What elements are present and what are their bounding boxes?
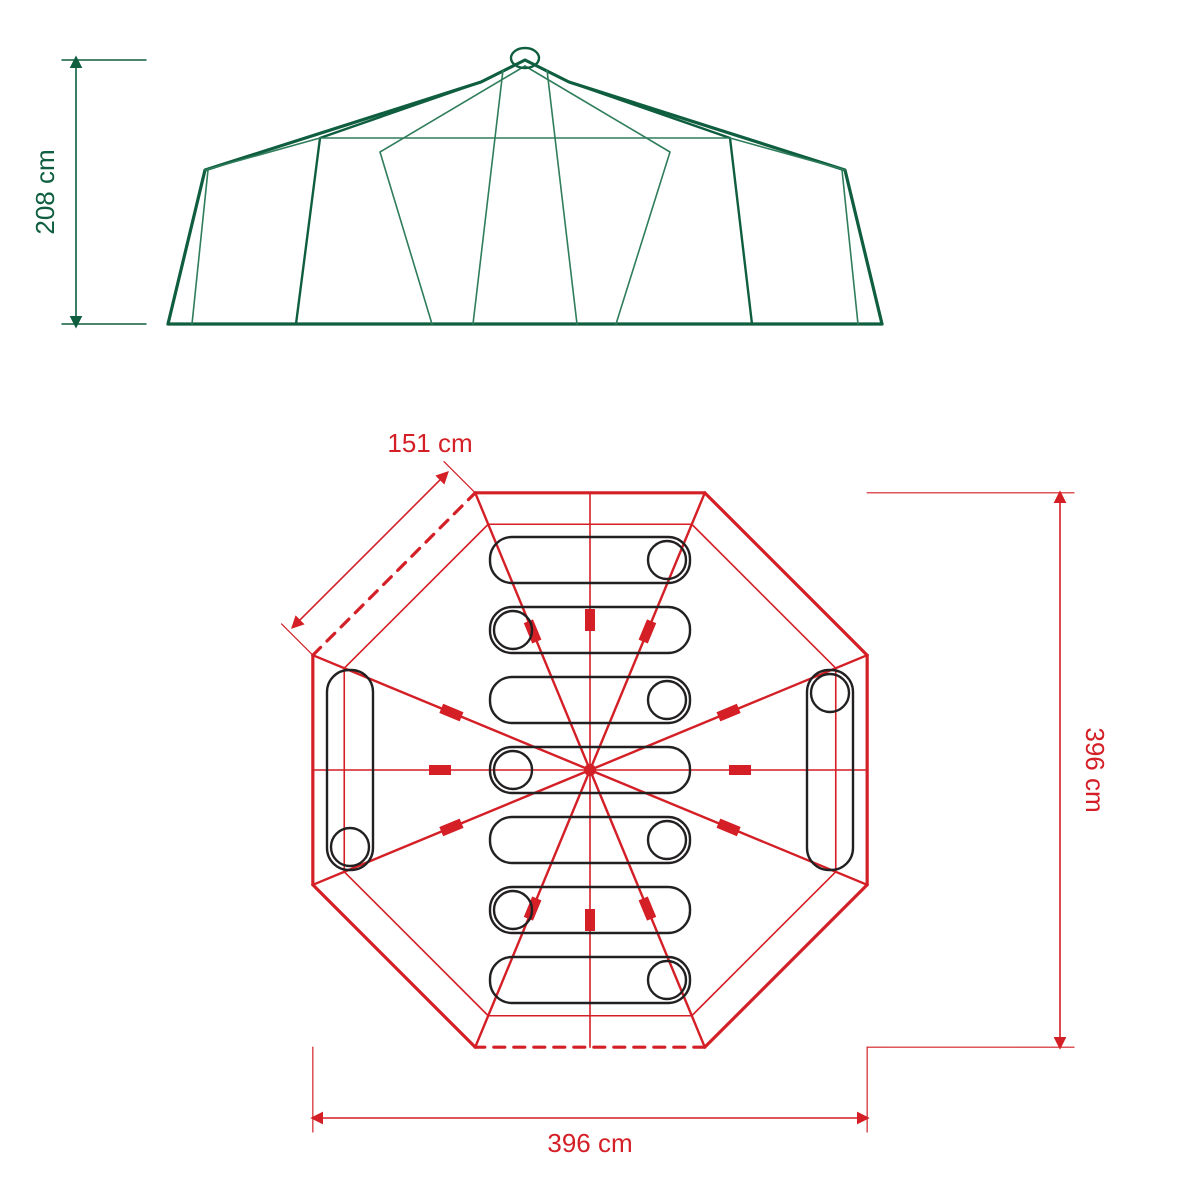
- width-label: 396 cm: [547, 1128, 632, 1158]
- edge-label: 151 cm: [387, 428, 472, 458]
- tent-dimension-diagram: 208 cm 396 cm 396 cm 151 cm: [0, 0, 1200, 1200]
- height-label: 208 cm: [30, 149, 60, 234]
- depth-label: 396 cm: [1080, 727, 1110, 812]
- elevation-view: [62, 48, 882, 326]
- plan-view: [282, 462, 1074, 1132]
